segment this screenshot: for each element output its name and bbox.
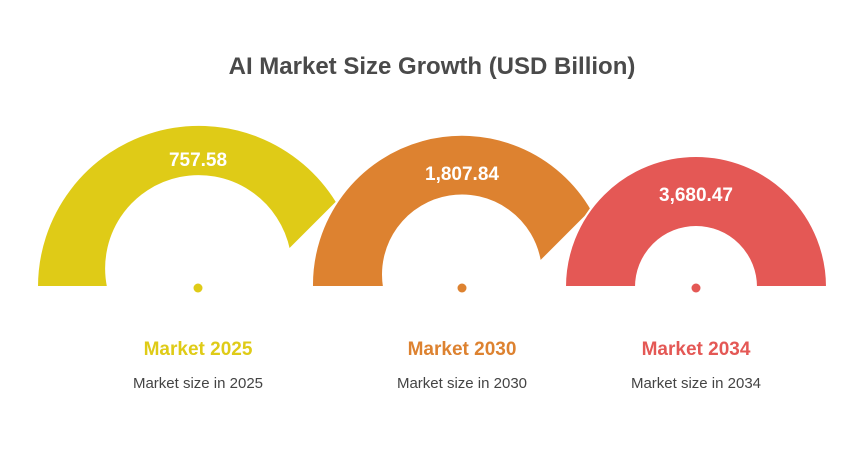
gauge-value-2034: 3,680.47: [659, 185, 733, 206]
gauge-value-2030: 1,807.84: [425, 164, 499, 185]
label-block-2034: Market 2034 Market size in 2034: [576, 338, 816, 394]
label-description-2030: Market size in 2030: [396, 375, 528, 392]
gauge-center-dot-2025: [193, 283, 203, 293]
label-block-2030: Market 2030 Market size in 2030: [342, 338, 582, 394]
gauge-value-2025: 757.58: [169, 150, 227, 171]
page-title: AI Market Size Growth (USD Billion): [228, 53, 636, 80]
gauge-center-dot-2034: [691, 283, 701, 293]
gauge-arc-2030: [310, 133, 594, 288]
gauge-center-dot-2030: [457, 283, 467, 293]
gauge-2025: 757.58: [35, 123, 339, 293]
label-title-2025: Market 2025: [143, 339, 253, 360]
gauge-2030: 1,807.84: [310, 133, 594, 293]
label-description-2034: Market size in 2034: [630, 375, 762, 392]
label-description-2025: Market size in 2025: [132, 375, 264, 392]
label-block-2025: Market 2025 Market size in 2025: [78, 338, 318, 394]
label-title-2030: Market 2030: [407, 339, 517, 360]
gauge-arc-2034: [563, 155, 829, 288]
label-title-2034: Market 2034: [641, 339, 751, 360]
gauge-2034: 3,680.47: [563, 155, 829, 293]
